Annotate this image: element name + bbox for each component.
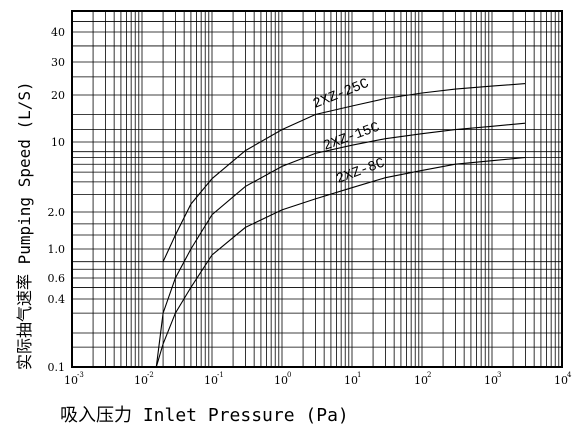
x-tick-label: 10 1 (344, 371, 361, 387)
x-tick-exponent: 3 (497, 371, 501, 379)
y-tick-label: 0.6 (48, 272, 66, 285)
x-tick-label: 10 4 (554, 371, 572, 387)
y-axis-label: 实际抽气速率 Pumping Speed (L/S) (15, 81, 34, 370)
x-tick-exponent: 0 (287, 371, 291, 379)
x-tick-label: 10 -1 (204, 371, 224, 387)
x-tick-base: 10 (554, 374, 568, 387)
x-tick-exponent: 2 (427, 371, 431, 379)
x-tick-base: 10 (134, 374, 148, 387)
x-tick-exponent: -1 (217, 371, 224, 379)
gridlines (72, 11, 562, 367)
x-tick-base: 10 (414, 374, 428, 387)
y-tick-label: 0.1 (48, 361, 66, 374)
x-tick-base: 10 (274, 374, 288, 387)
x-tick-labels: 10 -3 10 -2 10 -1 10 0 10 1 10 2 10 3 10 4 (64, 371, 572, 387)
x-tick-label: 10 -3 (64, 371, 84, 387)
x-tick-base: 10 (344, 374, 358, 387)
x-tick-base: 10 (64, 374, 78, 387)
x-tick-exponent: -2 (147, 371, 154, 379)
x-tick-base: 10 (204, 374, 218, 387)
x-tick-exponent: 4 (567, 371, 572, 379)
y-tick-label: 1.0 (48, 243, 66, 256)
x-tick-base: 10 (484, 374, 498, 387)
y-tick-label: 40 (51, 26, 65, 39)
y-tick-label: 10 (51, 136, 65, 149)
x-tick-exponent: -3 (77, 371, 84, 379)
x-tick-exponent: 1 (357, 371, 361, 379)
x-axis-label: 吸入压力 Inlet Pressure (Pa) (60, 405, 349, 426)
x-tick-label: 10 0 (274, 371, 291, 387)
y-tick-label: 30 (51, 56, 65, 69)
x-tick-label: 10 -2 (134, 371, 154, 387)
curves (155, 83, 526, 368)
curve-2xz-25c (162, 83, 526, 262)
curve-2xz-8c (155, 156, 526, 368)
y-tick-label: 2.0 (48, 206, 66, 219)
x-tick-label: 10 2 (414, 371, 431, 387)
plot-frame (71, 10, 563, 368)
curve-label-2xz-8c: 2XZ-8C (334, 155, 387, 187)
x-tick-label: 10 3 (484, 371, 501, 387)
y-tick-label: 0.4 (48, 293, 66, 306)
curve-2xz-15c (155, 122, 526, 368)
y-tick-labels: 0.1 0.4 0.6 1.0 2.0 10 20 30 40 (48, 26, 66, 374)
y-tick-label: 20 (51, 89, 65, 102)
